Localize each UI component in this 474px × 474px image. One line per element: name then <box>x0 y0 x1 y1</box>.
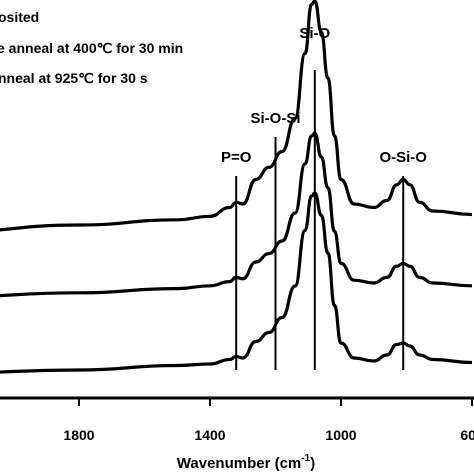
x-tick-label: 600 <box>460 427 474 443</box>
peak-label: Si-O-Si <box>250 110 300 127</box>
legend-entry: osited <box>0 9 39 25</box>
legend-entry: e anneal at 400℃ for 30 min <box>0 40 183 56</box>
legend-entry: nneal at 925℃ for 30 s <box>0 70 148 86</box>
spectrum-line-3 <box>0 191 473 374</box>
peak-label: O-Si-O <box>379 149 427 166</box>
series-layer <box>0 0 473 374</box>
x-ticks-layer: 1800 1400 1000 600 <box>63 398 474 443</box>
x-axis-title-close: ) <box>310 455 315 472</box>
spectrum-line-1 <box>0 0 473 232</box>
x-tick-label: 1400 <box>194 427 225 443</box>
peak-label: P=O <box>221 149 252 166</box>
x-axis-title-sup: -1 <box>301 453 310 464</box>
x-axis-title-main: Wavenumber (cm <box>177 455 301 472</box>
x-tick-label: 1000 <box>325 427 356 443</box>
peak-markers-layer: P=O Si-O-Si Si-O O-Si-O <box>221 25 427 370</box>
x-axis-title: Wavenumber (cm-1) <box>177 453 315 472</box>
spectrum-line-2 <box>0 131 473 298</box>
x-tick-label: 1800 <box>63 427 94 443</box>
legend-layer: osited e anneal at 400℃ for 30 min nneal a… <box>0 9 183 86</box>
peak-label: Si-O <box>299 25 330 42</box>
